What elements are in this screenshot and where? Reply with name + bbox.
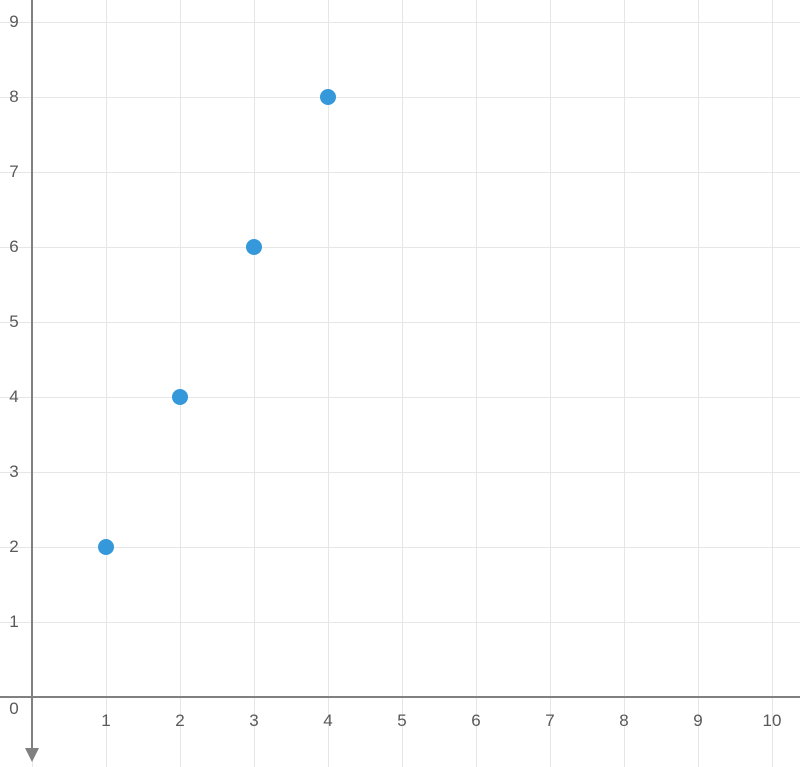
y-tick-label: 0 bbox=[9, 699, 18, 719]
y-tick-label: 2 bbox=[9, 537, 18, 557]
gridline-v bbox=[106, 0, 107, 767]
gridline-h bbox=[0, 622, 800, 623]
y-axis-arrow-down-icon bbox=[25, 748, 39, 762]
data-point bbox=[246, 239, 262, 255]
scatter-chart: 1 2 3 4 5 6 7 8 9 10 0 1 2 3 4 5 6 7 8 9 bbox=[0, 0, 800, 767]
gridline-v bbox=[402, 0, 403, 767]
gridline-h bbox=[0, 172, 800, 173]
gridline-v bbox=[476, 0, 477, 767]
x-tick-label: 9 bbox=[693, 711, 702, 731]
gridline-h bbox=[0, 397, 800, 398]
y-tick-label: 5 bbox=[9, 312, 18, 332]
x-tick-label: 3 bbox=[249, 711, 258, 731]
x-tick-label: 1 bbox=[101, 711, 110, 731]
y-tick-label: 8 bbox=[9, 87, 18, 107]
x-tick-label: 7 bbox=[545, 711, 554, 731]
y-tick-label: 9 bbox=[9, 12, 18, 32]
gridline-v bbox=[254, 0, 255, 767]
y-tick-label: 6 bbox=[9, 237, 18, 257]
gridline-v bbox=[772, 0, 773, 767]
x-axis bbox=[0, 696, 800, 698]
gridline-h bbox=[0, 322, 800, 323]
y-tick-label: 4 bbox=[9, 387, 18, 407]
gridline-v bbox=[328, 0, 329, 767]
y-tick-label: 7 bbox=[9, 162, 18, 182]
gridline-v bbox=[698, 0, 699, 767]
gridline-h bbox=[0, 22, 800, 23]
gridline-v bbox=[550, 0, 551, 767]
x-tick-label: 2 bbox=[175, 711, 184, 731]
y-tick-label: 1 bbox=[9, 612, 18, 632]
data-point bbox=[98, 539, 114, 555]
y-tick-label: 3 bbox=[9, 462, 18, 482]
gridline-v bbox=[180, 0, 181, 767]
gridline-h bbox=[0, 247, 800, 248]
x-tick-label: 6 bbox=[471, 711, 480, 731]
x-tick-label: 5 bbox=[397, 711, 406, 731]
gridline-h bbox=[0, 472, 800, 473]
data-point bbox=[172, 389, 188, 405]
x-tick-label: 8 bbox=[619, 711, 628, 731]
gridline-h bbox=[0, 97, 800, 98]
y-axis bbox=[31, 0, 33, 750]
data-point bbox=[320, 89, 336, 105]
x-tick-label: 4 bbox=[323, 711, 332, 731]
x-tick-label: 10 bbox=[763, 711, 782, 731]
gridline-v bbox=[624, 0, 625, 767]
gridline-h bbox=[0, 547, 800, 548]
